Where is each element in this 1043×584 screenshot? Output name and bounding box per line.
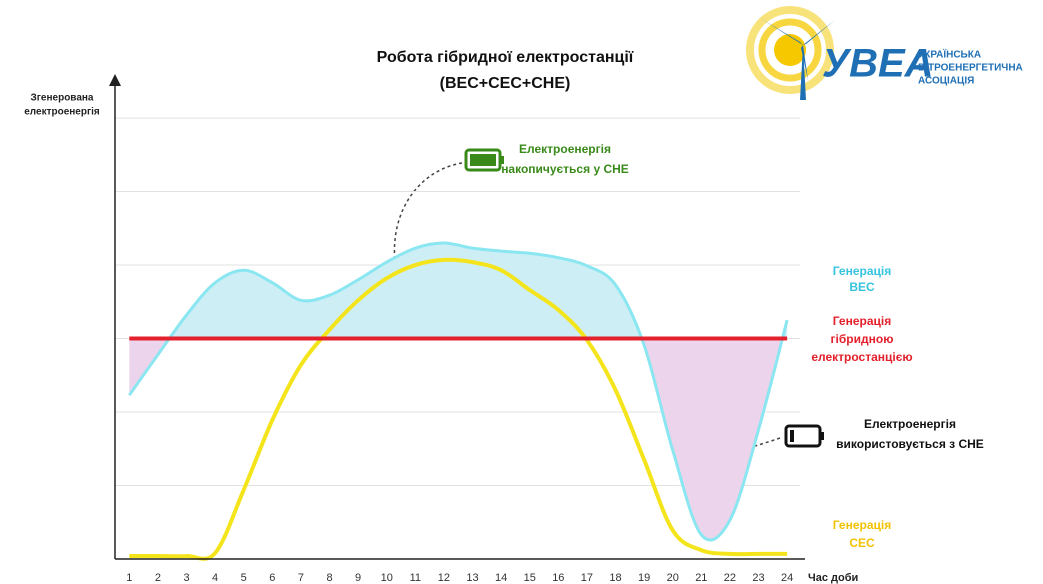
series-label: Генерація ВЕС [833, 264, 892, 294]
x-tick-label: 9 [355, 572, 361, 584]
x-tick-label: 13 [466, 572, 478, 584]
x-tick-label: 19 [638, 572, 650, 584]
logo: УВЕА УКРАЇНСЬКА ВІТРОЕНЕРГЕТИЧНА АСОЦІАЦ… [746, 6, 1023, 100]
deficit-area [129, 338, 788, 540]
series-line [129, 257, 788, 561]
logo-text: УКРАЇНСЬКА [918, 48, 981, 61]
x-tick-label: 18 [609, 572, 621, 584]
y-axis-label: Згенерована [31, 93, 94, 104]
x-tick-label: 20 [667, 572, 679, 584]
x-tick-label: 12 [438, 572, 450, 584]
x-tick-label: 1 [126, 572, 132, 584]
x-tick-label: 3 [183, 572, 189, 584]
x-axis-label: Час доби [808, 572, 858, 584]
battery-full [464, 148, 504, 172]
x-tick-label: 21 [695, 572, 707, 584]
x-tick-label: 14 [495, 572, 507, 584]
series-line [128, 241, 789, 542]
y-axis-label: електроенергія [24, 107, 100, 118]
logo-name: УВЕА [822, 42, 934, 86]
x-tick-label: 4 [212, 572, 218, 584]
series-label: Генерація СЕС [833, 518, 892, 550]
x-tick-label: 22 [724, 572, 736, 584]
chart-title: Робота гібридної електростанції [377, 49, 634, 66]
surplus-area [169, 243, 788, 339]
x-tick-label: 23 [752, 572, 764, 584]
logo-text: АСОЦІАЦІЯ [918, 76, 974, 87]
logo-text: ВІТРОЕНЕРГЕТИЧНА [918, 63, 1023, 74]
annotation: Електроенергія накопичується у СНЕ [501, 142, 629, 176]
x-tick-label: 10 [381, 572, 393, 584]
series-label: Генерація гібридною електростанцією [811, 314, 912, 364]
x-tick-label: 7 [298, 572, 304, 584]
x-tick-label: 8 [326, 572, 332, 584]
pointer [393, 162, 463, 263]
battery-empty [784, 424, 824, 448]
x-tick-label: 5 [241, 572, 247, 584]
x-tick-label: 17 [581, 572, 593, 584]
x-tick-label: 6 [269, 572, 275, 584]
x-tick-label: 16 [552, 572, 564, 584]
x-tick-label: 11 [410, 572, 421, 584]
x-tick-label: 15 [524, 572, 536, 584]
x-tick-label: 2 [155, 572, 161, 584]
chart-title: (ВЕС+СЕС+СНЕ) [440, 75, 571, 92]
x-tick-label: 24 [781, 572, 793, 584]
annotation: Електроенергія використовується з СНЕ [836, 417, 984, 451]
